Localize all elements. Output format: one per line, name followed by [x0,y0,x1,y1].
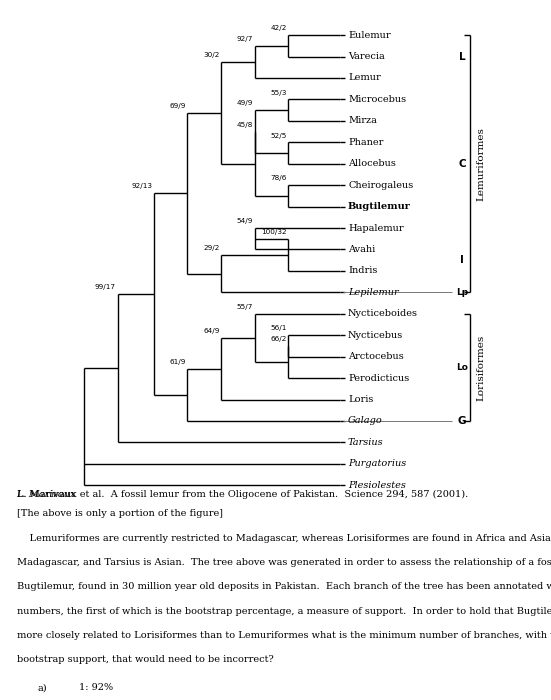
Text: Cheirogaleus: Cheirogaleus [348,181,413,190]
Text: numbers, the first of which is the bootstrap percentage, a measure of support.  : numbers, the first of which is the boots… [17,606,551,615]
Text: 99/17: 99/17 [95,284,116,290]
Text: 66/2: 66/2 [271,336,287,342]
Text: 69/9: 69/9 [170,103,186,109]
Text: Indris: Indris [348,267,377,275]
Text: 45/8: 45/8 [237,122,253,128]
Text: 55/7: 55/7 [237,304,253,310]
Text: more closely related to Lorisiformes than to Lemuriformes what is the minimum nu: more closely related to Lorisiformes tha… [17,631,551,640]
Text: 1: 92%: 1: 92% [79,683,113,692]
Text: Lo: Lo [456,363,468,372]
Text: 92/7: 92/7 [237,36,253,42]
Text: 29/2: 29/2 [203,245,219,251]
Text: 92/13: 92/13 [131,183,152,190]
Text: Allocebus: Allocebus [348,159,396,168]
Text: [The above is only a portion of the figure]: [The above is only a portion of the figu… [17,509,223,518]
Text: Lemur: Lemur [348,74,381,83]
Text: 30/2: 30/2 [203,52,219,58]
Text: 49/9: 49/9 [237,100,253,106]
Text: Lepilemur: Lepilemur [348,288,398,297]
Text: 52/5: 52/5 [271,132,287,139]
Text: Avahi: Avahi [348,245,375,254]
Text: Purgatorius: Purgatorius [348,459,406,468]
Text: C: C [458,159,466,169]
Text: 54/9: 54/9 [237,218,253,224]
Text: Lemuriformes: Lemuriformes [477,127,485,201]
Text: Eulemur: Eulemur [348,31,391,40]
Text: L. Marivaux: L. Marivaux [17,490,79,499]
Text: Bugtilemur: Bugtilemur [348,202,411,211]
Text: Phaner: Phaner [348,138,383,147]
Text: 56/1: 56/1 [271,326,287,332]
Text: Arctocebus: Arctocebus [348,352,404,361]
Text: I: I [460,256,464,265]
Text: Nycticebus: Nycticebus [348,330,403,340]
Text: Microcebus: Microcebus [348,95,406,104]
Text: Lorisiformes: Lorisiformes [477,335,485,400]
Text: a): a) [37,683,47,692]
Text: Plesiolestes: Plesiolestes [348,481,406,490]
Text: Varecia: Varecia [348,52,385,61]
Text: Perodicticus: Perodicticus [348,374,409,383]
Text: G: G [458,416,466,426]
Text: Mirza: Mirza [348,116,377,125]
Text: 78/6: 78/6 [271,176,287,181]
Text: Galago: Galago [348,416,383,426]
Text: bootstrap support, that would need to be incorrect?: bootstrap support, that would need to be… [17,655,273,664]
Text: Lemuriformes are currently restricted to Madagascar, whereas Lorisiformes are fo: Lemuriformes are currently restricted to… [17,534,551,543]
Text: 55/3: 55/3 [271,90,287,96]
Text: 64/9: 64/9 [203,328,219,334]
Text: L: L [458,52,465,62]
Text: 61/9: 61/9 [170,359,186,365]
Text: 100/32: 100/32 [261,229,287,235]
Text: Lp: Lp [456,288,468,297]
Text: Nycticeboides: Nycticeboides [348,309,418,318]
Text: Bugtilemur, found in 30 million year old deposits in Pakistan.  Each branch of t: Bugtilemur, found in 30 million year old… [17,582,551,592]
Text: L. Marivaux et al.  A fossil lemur from the Oligocene of Pakistan.  Science 294,: L. Marivaux et al. A fossil lemur from t… [17,490,468,499]
Text: Loris: Loris [348,395,374,404]
Text: Tarsius: Tarsius [348,438,383,447]
Text: Hapalemur: Hapalemur [348,223,404,232]
Text: 42/2: 42/2 [271,25,287,32]
Text: Madagascar, and Tarsius is Asian.  The tree above was generated in order to asse: Madagascar, and Tarsius is Asian. The tr… [17,559,551,567]
